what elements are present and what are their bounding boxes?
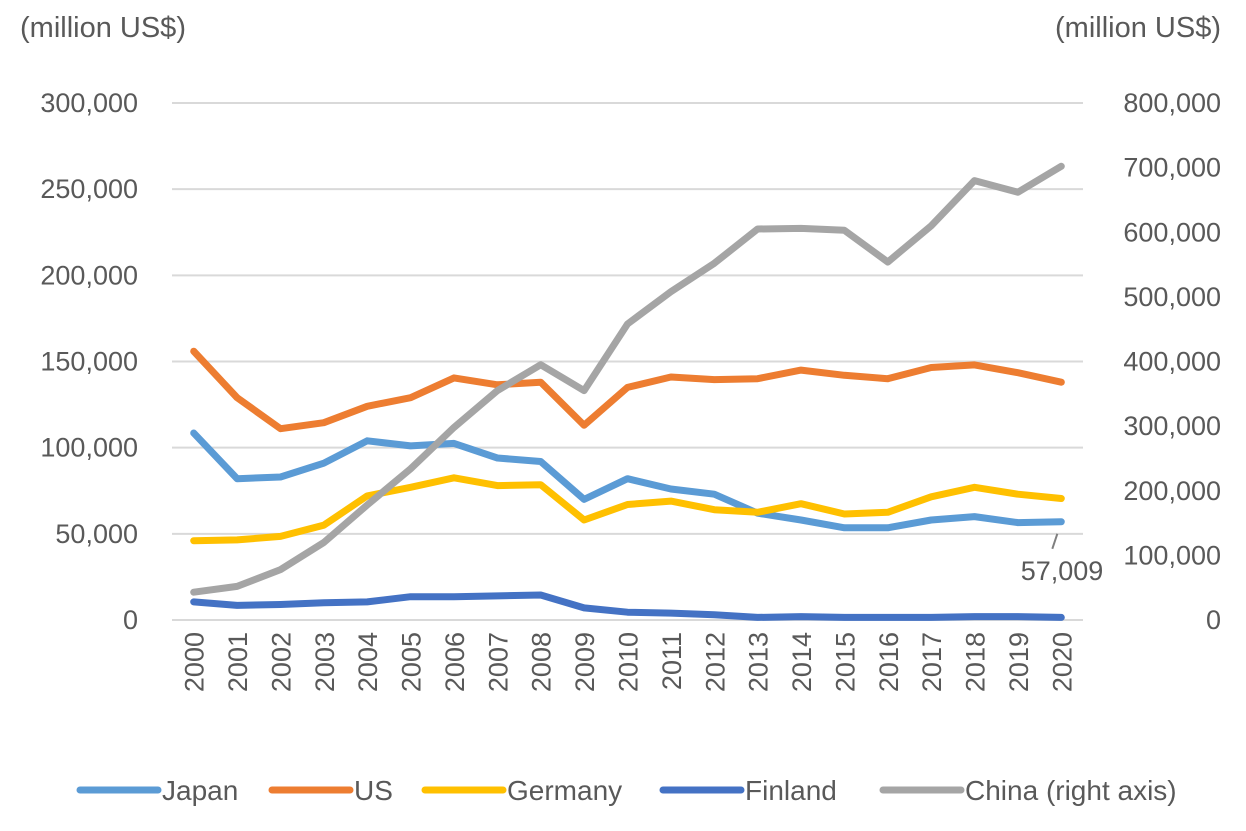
series-line-finland bbox=[190, 591, 1065, 621]
left-axis-unit-label: (million US$) bbox=[20, 12, 186, 44]
x-axis-tick-label: 2000 bbox=[180, 632, 210, 692]
x-axis-tick-label: 2014 bbox=[787, 632, 817, 692]
right-axis-tick-label: 600,000 bbox=[1123, 217, 1221, 247]
series-line-japan bbox=[190, 429, 1065, 532]
x-axis-tick-label: 2018 bbox=[961, 632, 991, 692]
left-axis-tick-label: 300,000 bbox=[40, 88, 138, 118]
gridlines bbox=[172, 102, 1083, 621]
legend-label: China (right axis) bbox=[965, 775, 1177, 806]
x-axis-tick-label: 2005 bbox=[397, 632, 427, 692]
legend-label: Finland bbox=[745, 775, 837, 806]
right-axis-tick-label: 700,000 bbox=[1123, 153, 1221, 183]
annotation-leader-line bbox=[1051, 533, 1059, 550]
x-axis-tick-label: 2009 bbox=[570, 632, 600, 692]
x-axis-tick-label: 2001 bbox=[223, 632, 253, 692]
left-axis-tick-label: 150,000 bbox=[40, 347, 138, 377]
x-axis-tick-label: 2006 bbox=[440, 632, 470, 692]
x-axis-ticks: 2000 2001 2002 2003 2004 2005 2006 2007 2008 2009… bbox=[180, 632, 1078, 692]
right-axis-unit-label: (million US$) bbox=[1055, 12, 1221, 44]
left-axis-tick-label: 250,000 bbox=[40, 174, 138, 204]
series-line-us bbox=[190, 347, 1065, 433]
legend-label: Germany bbox=[507, 775, 622, 806]
x-axis-tick-label: 2008 bbox=[527, 632, 557, 692]
x-axis-tick-label: 2016 bbox=[874, 632, 904, 692]
right-axis-tick-label: 500,000 bbox=[1123, 282, 1221, 312]
right-axis-tick-label: 400,000 bbox=[1123, 347, 1221, 377]
left-axis-tick-label: 200,000 bbox=[40, 260, 138, 290]
series-line-germany bbox=[190, 474, 1065, 545]
x-axis-tick-label: 2002 bbox=[266, 632, 296, 692]
x-axis-tick-label: 2013 bbox=[744, 632, 774, 692]
legend: Japan US Germany Finland China (right axis) bbox=[76, 775, 1177, 806]
x-axis-tick-label: 2011 bbox=[657, 632, 687, 690]
left-axis-tick-label: 50,000 bbox=[55, 519, 138, 549]
x-axis-tick-label: 2020 bbox=[1047, 632, 1077, 692]
right-axis-ticks: 0 100,000 200,000 300,000 400,000 500,000 600,… bbox=[1123, 88, 1221, 635]
x-axis-tick-label: 2010 bbox=[614, 632, 644, 692]
series-lines bbox=[190, 162, 1065, 621]
x-axis-tick-label: 2019 bbox=[1004, 632, 1034, 692]
series-line-china-right-axis bbox=[190, 162, 1065, 596]
left-axis-tick-label: 0 bbox=[123, 605, 138, 635]
annotations: 57,009 bbox=[1021, 533, 1104, 586]
x-axis-tick-label: 2004 bbox=[353, 632, 383, 692]
legend-label: Japan bbox=[162, 775, 238, 806]
left-axis-tick-label: 100,000 bbox=[40, 433, 138, 463]
right-axis-tick-label: 0 bbox=[1206, 605, 1221, 635]
x-axis-tick-label: 2007 bbox=[483, 632, 513, 692]
right-axis-tick-label: 300,000 bbox=[1123, 411, 1221, 441]
x-axis-tick-label: 2003 bbox=[310, 632, 340, 692]
x-axis-tick-label: 2017 bbox=[917, 632, 947, 692]
right-axis-tick-label: 200,000 bbox=[1123, 476, 1221, 506]
annotation-label: 57,009 bbox=[1021, 556, 1104, 586]
x-axis-tick-label: 2015 bbox=[830, 632, 860, 692]
legend-label: US bbox=[354, 775, 393, 806]
left-axis-ticks: 0 50,000 100,000 150,000 200,000 250,000 300,0… bbox=[40, 88, 138, 635]
right-axis-tick-label: 100,000 bbox=[1123, 540, 1221, 570]
right-axis-tick-label: 800,000 bbox=[1123, 88, 1221, 118]
x-axis-tick-label: 2012 bbox=[700, 632, 730, 692]
